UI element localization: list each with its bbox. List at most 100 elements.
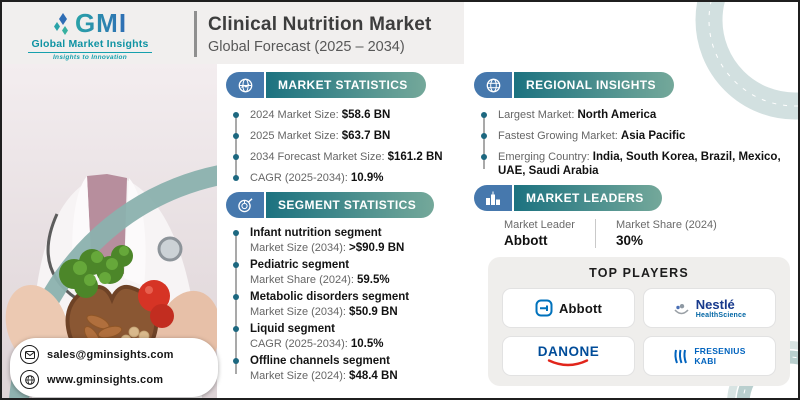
bullet-dot <box>233 112 239 118</box>
bullet-dot <box>233 294 239 300</box>
top-players-panel: TOP PLAYERS Abbott Nes <box>488 257 790 386</box>
stat-value: $50.9 BN <box>349 306 398 318</box>
stat-value: $63.7 BN <box>341 130 391 142</box>
top-players-title: TOP PLAYERS <box>589 266 689 280</box>
market-leader-value: Abbott <box>504 233 548 248</box>
player-card-fresenius: FRESENIUS KABI <box>643 336 776 376</box>
header-background-strip <box>2 2 464 64</box>
stat-label: Market Size (2034): <box>250 242 346 254</box>
segment-name: Infant nutrition segment <box>250 227 382 239</box>
market-leaders-title: MARKET LEADERS <box>514 185 662 211</box>
segment-stat: Market Size (2034): $50.9 BN <box>250 305 466 319</box>
bullet-dot <box>233 133 239 139</box>
top-players-grid: Abbott Nestlé HealthScience DANO <box>488 288 790 376</box>
nestle-nest-icon <box>674 304 689 315</box>
column-insights: REGIONAL INSIGHTS Largest Market: North … <box>474 72 794 386</box>
market-statistics-header: MARKET STATISTICS <box>226 72 466 98</box>
market-share-label: Market Share (2024) <box>615 219 717 231</box>
segment-statistics-list: Infant nutrition segment Market Size (20… <box>233 226 466 383</box>
timeline-line <box>235 117 237 176</box>
segment-row: Pediatric segment Market Share (2024): 5… <box>233 258 466 287</box>
bullet-dot <box>233 154 239 160</box>
market-leader-block: Market Leader Abbott <box>504 219 595 248</box>
bullet-dot <box>481 154 487 160</box>
fresenius-text-block: FRESENIUS KABI <box>694 347 745 365</box>
gmi-logo-row: GMI <box>14 7 166 37</box>
fresenius-bars-icon <box>674 349 688 363</box>
segment-row: Liquid segment CAGR (2025-2034): 10.5% <box>233 322 466 351</box>
segment-name: Metabolic disorders segment <box>250 291 410 303</box>
gmi-diamond-icon <box>53 13 68 35</box>
regional-insights-title: REGIONAL INSIGHTS <box>514 72 674 98</box>
stat-value: 59.5% <box>357 274 390 286</box>
segment-statistics-title: SEGMENT STATISTICS <box>266 192 435 218</box>
podium-icon <box>474 185 512 211</box>
stat-row: 2025 Market Size: $63.7 BN <box>233 129 466 143</box>
page-title: Clinical Nutrition Market <box>208 13 432 35</box>
stat-label: 2025 Market Size: <box>250 130 339 142</box>
player-name: Nestlé <box>695 296 735 312</box>
contact-card: sales@gminsights.com www.gminsights.com <box>10 338 218 397</box>
segment-name: Offline channels segment <box>250 355 390 367</box>
nestle-text-block: Nestlé HealthScience <box>696 298 746 319</box>
market-leaders-content: Market Leader Abbott Market Share (2024)… <box>504 219 794 248</box>
contact-website-row[interactable]: www.gminsights.com <box>20 370 208 389</box>
segment-row: Offline channels segment Market Size (20… <box>233 354 466 383</box>
stat-row: 2034 Forecast Market Size: $161.2 BN <box>233 150 466 164</box>
region-row: Largest Market: North America <box>481 108 794 122</box>
player-subname: KABI <box>694 355 717 366</box>
stat-label: 2024 Market Size: <box>250 109 339 121</box>
globe-icon <box>20 370 39 389</box>
segment-stat: Market Share (2024): 59.5% <box>250 273 466 287</box>
market-share-value: 30% <box>615 233 643 248</box>
stat-value: 10.5% <box>350 338 384 350</box>
segment-stat: Market Size (2024): $48.4 BN <box>250 369 466 383</box>
segment-name: Liquid segment <box>250 323 335 335</box>
segment-statistics-header: SEGMENT STATISTICS <box>226 192 466 218</box>
bullet-dot <box>233 230 239 236</box>
region-value: North America <box>577 109 657 121</box>
globe-grid-icon <box>474 72 512 98</box>
abbott-logo-icon <box>535 299 553 317</box>
bullet-dot <box>233 326 239 332</box>
gmi-company-name: Global Market Insights <box>31 38 149 50</box>
region-label: Emerging Country: <box>498 151 590 163</box>
market-statistics-title: MARKET STATISTICS <box>266 72 426 98</box>
stat-label: Market Share (2024): <box>250 274 354 286</box>
bullet-dot <box>233 262 239 268</box>
regional-insights-list: Largest Market: North America Fastest Gr… <box>481 108 794 178</box>
gmi-tagline: Insights to Innovation <box>52 54 128 61</box>
stat-label: CAGR (2025-2034): <box>250 172 348 184</box>
stat-label: CAGR (2025-2034): <box>250 338 348 350</box>
stat-row: 2024 Market Size: $58.6 BN <box>233 108 466 122</box>
player-name: FRESENIUS <box>694 346 746 356</box>
column-statistics: MARKET STATISTICS 2024 Market Size: $58.… <box>226 72 466 386</box>
region-label: Fastest Growing Market: <box>498 130 618 142</box>
danone-text-block: DANONE <box>538 345 600 367</box>
region-row: Emerging Country: India, South Korea, Br… <box>481 150 794 178</box>
gmi-logo: GMI Global Market Insights Insights to I… <box>14 7 166 61</box>
market-leaders-header: MARKET LEADERS <box>474 185 794 211</box>
region-label: Largest Market: <box>498 109 575 121</box>
contact-email-row[interactable]: sales@gminsights.com <box>20 345 208 364</box>
bullet-dot <box>233 358 239 364</box>
player-card-nestle: Nestlé HealthScience <box>643 288 776 328</box>
timeline-line <box>235 235 237 374</box>
title-block: Clinical Nutrition Market Global Forecas… <box>194 11 432 57</box>
market-leader-label: Market Leader <box>504 219 575 231</box>
stat-value: $161.2 BN <box>387 151 443 163</box>
globe-chart-icon <box>226 72 264 98</box>
stat-label: 2034 Forecast Market Size: <box>250 151 385 163</box>
stat-value: >$90.9 BN <box>349 242 405 254</box>
player-name: Abbott <box>558 300 603 316</box>
market-statistics-list: 2024 Market Size: $58.6 BN 2025 Market S… <box>233 108 466 185</box>
bullet-dot <box>481 133 487 139</box>
segment-stat: CAGR (2025-2034): 10.5% <box>250 337 466 351</box>
danone-smile-icon <box>548 359 589 366</box>
bullet-dot <box>233 175 239 181</box>
segment-name: Pediatric segment <box>250 259 350 271</box>
bullet-dot <box>481 112 487 118</box>
stat-value: 10.9% <box>350 172 384 184</box>
player-card-abbott: Abbott <box>502 288 635 328</box>
